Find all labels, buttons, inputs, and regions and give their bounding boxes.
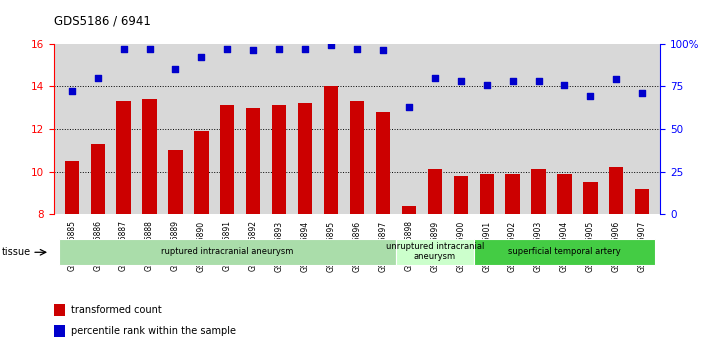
Point [144,46,155,52]
Bar [376,112,390,214]
Point [481,82,493,87]
Point [66,89,77,94]
Bar [54,325,65,337]
Bar [558,174,572,214]
Point [326,42,337,48]
Bar [428,170,442,214]
Point [273,46,285,52]
Bar [473,239,655,265]
Text: tissue: tissue [1,247,31,257]
Point [403,104,415,110]
Bar [64,161,79,214]
Point [455,78,466,84]
Bar [194,131,208,214]
Bar [54,304,65,316]
Point [299,46,311,52]
Point [248,48,259,53]
Bar [246,107,261,214]
Bar [396,239,473,265]
Point [533,78,544,84]
Point [637,90,648,96]
Point [559,82,570,87]
Bar [453,176,468,214]
Point [507,78,518,84]
Point [170,66,181,72]
Point [585,94,596,99]
Point [92,75,104,81]
Bar [350,101,364,214]
Text: superficial temporal artery: superficial temporal artery [508,247,621,256]
Point [196,54,207,60]
Bar [480,174,494,214]
Text: percentile rank within the sample: percentile rank within the sample [71,326,236,336]
Bar [59,239,396,265]
Point [377,48,388,53]
Bar [298,103,312,214]
Text: ruptured intracranial aneurysm: ruptured intracranial aneurysm [161,247,293,256]
Bar [635,189,650,214]
Bar [609,167,623,214]
Text: GDS5186 / 6941: GDS5186 / 6941 [54,15,151,28]
Bar [272,105,286,214]
Bar [116,101,131,214]
Bar [220,105,234,214]
Bar [583,182,598,214]
Bar [142,99,156,214]
Point [118,46,129,52]
Bar [531,170,545,214]
Point [351,46,363,52]
Bar [506,174,520,214]
Point [429,75,441,81]
Bar [402,205,416,214]
Point [610,77,622,82]
Point [221,46,233,52]
Text: unruptured intracranial
aneurysm: unruptured intracranial aneurysm [386,242,484,261]
Text: transformed count: transformed count [71,305,162,315]
Bar [324,86,338,214]
Bar [169,150,183,214]
Bar [91,144,105,214]
